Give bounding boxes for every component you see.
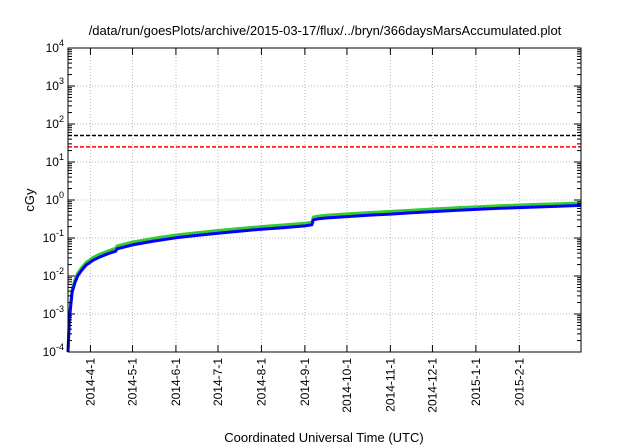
x-tick-label: 2014-8-1 — [254, 358, 268, 406]
grid — [68, 47, 581, 353]
x-tick-label: 2014-12-1 — [425, 358, 439, 413]
x-tick-label: 2014-9-1 — [298, 358, 312, 406]
y-tick-label: 103 — [46, 76, 64, 93]
y-axis-title: cGy — [22, 188, 37, 212]
x-tick-label: 2014-5-1 — [125, 358, 139, 406]
chart-title: /data/run/goesPlots/archive/2015-03-17/f… — [89, 23, 562, 38]
series-line-1 — [66, 201, 582, 353]
y-tick-label: 10-3 — [43, 304, 64, 321]
y-tick-label: 10-1 — [43, 228, 64, 245]
x-tick-label: 2014-4-1 — [83, 358, 97, 406]
y-tick-label: 100 — [46, 190, 64, 207]
x-tick-label: 2015-2-1 — [512, 358, 526, 406]
x-tick-label: 2015-1-1 — [469, 358, 483, 406]
series-lines — [66, 201, 582, 353]
x-tick-label: 2014-7-1 — [211, 358, 225, 406]
x-tick-label: 2014-11-1 — [383, 358, 397, 412]
x-tick-label: 2014-6-1 — [169, 358, 183, 406]
y-tick-label: 104 — [46, 38, 64, 55]
x-tick-labels: 2014-4-1 2014-5-1 2014-6-1 2014-7-1 2014-8-1… — [83, 358, 526, 413]
y-tick-label: 101 — [46, 152, 64, 169]
y-tick-labels: 10-4 10-3 10-2 10-1 100 101 102 103 104 — [43, 38, 64, 359]
reference-lines — [68, 134, 581, 148]
axis-ticks — [68, 47, 581, 353]
x-axis-title: Coordinated Universal Time (UTC) — [224, 430, 423, 445]
y-tick-label: 10-4 — [43, 342, 64, 359]
series-line-2 — [66, 203, 582, 353]
y-tick-label: 10-2 — [43, 266, 64, 283]
y-tick-label: 102 — [46, 114, 64, 131]
x-tick-label: 2014-10-1 — [340, 358, 354, 413]
plot-area-border — [67, 47, 582, 353]
